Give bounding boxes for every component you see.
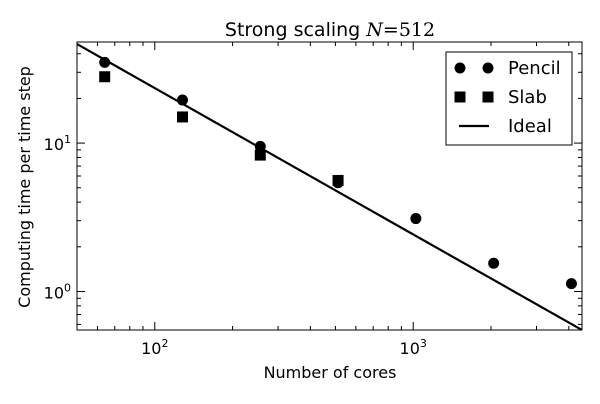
x-axis-label: Number of cores [264, 363, 397, 382]
y-tick-label: 100 [44, 281, 71, 302]
ticks-layer: 102 103 100 101 [44, 42, 582, 358]
slab-point [332, 174, 344, 186]
pencil-point [410, 213, 422, 225]
slab-point [254, 149, 266, 161]
legend-pencil-label: Pencil [508, 58, 561, 79]
legend-slab-marker [482, 91, 494, 103]
series-layer [77, 43, 582, 330]
y-tick-label: 101 [44, 133, 71, 154]
slab-point [99, 71, 111, 83]
chart-title-equals: = [383, 19, 399, 41]
legend-box [445, 51, 573, 146]
y-axis-label: Computing time per time step [15, 66, 34, 308]
pencil-point [488, 257, 500, 269]
ideal-line [77, 43, 582, 330]
legend-ideal-label: Ideal [508, 116, 552, 137]
legend-pencil-marker [482, 62, 494, 74]
chart-title-value: 512 [399, 19, 435, 41]
chart-title-prefix: Strong scaling [225, 19, 366, 41]
plot-frame [76, 41, 583, 331]
chart-title: Strong scaling N=512 [225, 19, 435, 41]
chart-title-variable: N [365, 19, 384, 41]
pencil-point [99, 56, 111, 68]
x-tick-label: 102 [141, 337, 168, 358]
x-tick-label: 103 [400, 337, 427, 358]
slab-point [176, 111, 188, 123]
pencil-point [565, 278, 577, 290]
legend-items: Pencil Slab Ideal [454, 58, 561, 137]
legend-pencil-marker [454, 62, 466, 74]
legend: Pencil Slab Ideal [445, 51, 573, 146]
legend-slab-label: Slab [508, 87, 547, 108]
legend-slab-marker [454, 91, 466, 103]
